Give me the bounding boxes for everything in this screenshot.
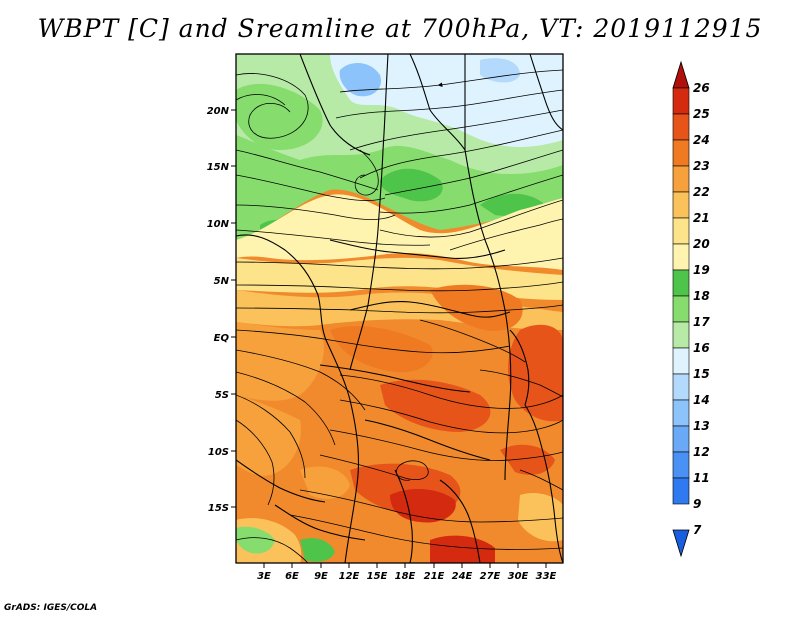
colorbar-label: 22 [693, 185, 710, 199]
colorbar-label: 9 [693, 497, 701, 511]
colorbar-segment [672, 451, 690, 479]
lat-label: 5N [214, 276, 230, 287]
colorbar-label: 20 [693, 237, 710, 251]
lat-label: EQ [214, 333, 230, 344]
colorbar-segment [672, 243, 690, 271]
lat-label: 15N [207, 162, 230, 173]
colorbar-segment [672, 217, 690, 245]
map-title: WBPT [C] and Sreamline at 700hPa, VT: 20… [37, 14, 763, 43]
colorbar-label: 16 [693, 341, 710, 355]
colorbar-segment [672, 191, 690, 219]
map-frame [235, 53, 564, 564]
lat-label: 5S [215, 390, 229, 401]
lon-label: 15E [367, 571, 388, 582]
colorbar-label: 19 [693, 263, 710, 277]
colorbar-segment [672, 165, 690, 193]
colorbar-label: 18 [693, 289, 710, 303]
colorbar-min-arrow [672, 529, 690, 558]
colorbar-label: 7 [693, 523, 702, 537]
latitude-axis: 20N 15N 10N 5N EQ 5S 10S 15S [207, 106, 236, 514]
colorbar-label: 14 [693, 393, 710, 407]
streamlines [236, 69, 563, 563]
lon-label: 21E [424, 571, 445, 582]
lon-label: 12E [339, 571, 360, 582]
colorbar-segment [672, 399, 690, 427]
lat-label: 10N [207, 219, 230, 230]
lat-label: 20N [207, 106, 230, 117]
colorbar: 26 25 24 23 22 21 20 19 18 17 16 15 14 13 12 11 9 7 [672, 60, 710, 558]
colorbar-segment [672, 373, 690, 401]
country-borders [236, 54, 563, 563]
colorbar-max-arrow [672, 60, 690, 89]
lon-label: 18E [395, 571, 416, 582]
colorbar-label: 11 [693, 471, 710, 485]
colorbar-label: 12 [693, 445, 710, 459]
colorbar-segment [672, 269, 690, 297]
colorbar-segment [672, 425, 690, 453]
colorbar-segment [672, 87, 690, 115]
longitude-axis: 3E 6E 9E 12E 15E 18E 21E 24E 27E 30E 33E [257, 563, 557, 582]
lon-label: 3E [257, 571, 271, 582]
colorbar-label: 24 [693, 133, 710, 147]
lon-label: 6E [285, 571, 299, 582]
colorbar-label: 25 [693, 107, 710, 121]
lon-label: 9E [314, 571, 328, 582]
lon-label: 30E [508, 571, 529, 582]
lat-label: 10S [208, 447, 229, 458]
colorbar-segment [672, 295, 690, 323]
colorbar-segment [672, 139, 690, 167]
colorbar-label: 26 [693, 81, 710, 95]
colorbar-segment [672, 347, 690, 375]
lon-label: 27E [480, 571, 501, 582]
colorbar-label: 13 [693, 419, 710, 433]
colorbar-label: 23 [693, 159, 710, 173]
grads-credit: GrADS: IGES/COLA [4, 603, 98, 613]
lat-label: 15S [208, 503, 229, 514]
lon-label: 24E [452, 571, 473, 582]
colorbar-label: 15 [693, 367, 710, 381]
colorbar-segment [672, 113, 690, 141]
colorbar-label: 17 [693, 315, 710, 329]
colorbar-label: 21 [693, 211, 710, 225]
lon-label: 33E [536, 571, 557, 582]
colorbar-segment [672, 477, 690, 505]
colorbar-segment [672, 321, 690, 349]
